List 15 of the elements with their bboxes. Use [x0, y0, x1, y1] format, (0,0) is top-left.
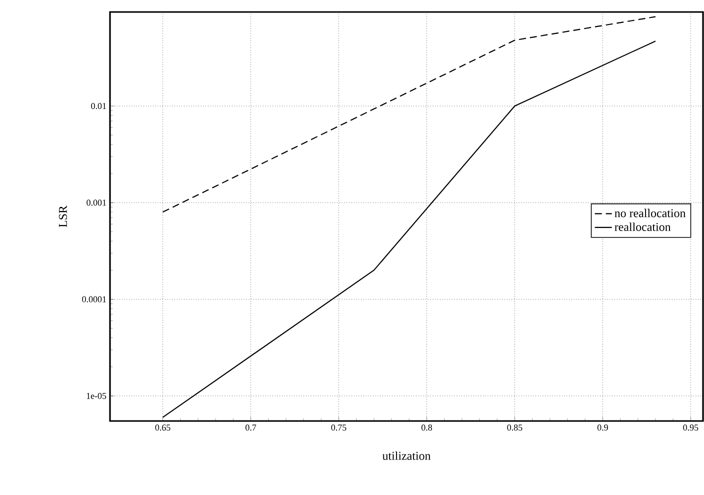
x-tick-label: 0.75 — [331, 424, 346, 431]
x-tick-label: 0.8 — [421, 424, 432, 431]
y-tick-label: 0.0001 — [82, 296, 106, 302]
x-tick-label: 0.9 — [597, 424, 608, 431]
y-tick-label: 0.01 — [91, 102, 106, 110]
x-axis-title: utilization — [382, 451, 431, 460]
x-tick-label: 0.7 — [246, 424, 256, 431]
legend-label: no reallocation — [614, 208, 686, 218]
y-tick-label: 0.001 — [86, 200, 106, 206]
y-axis-title: LSR — [58, 206, 67, 228]
legend-label: reallocation — [614, 222, 671, 231]
x-tick-label: 0.95 — [683, 424, 698, 431]
x-tick-label: 0.65 — [155, 424, 170, 431]
y-tick-label: 1e-05 — [86, 392, 106, 399]
x-tick-label: 0.85 — [507, 424, 522, 431]
